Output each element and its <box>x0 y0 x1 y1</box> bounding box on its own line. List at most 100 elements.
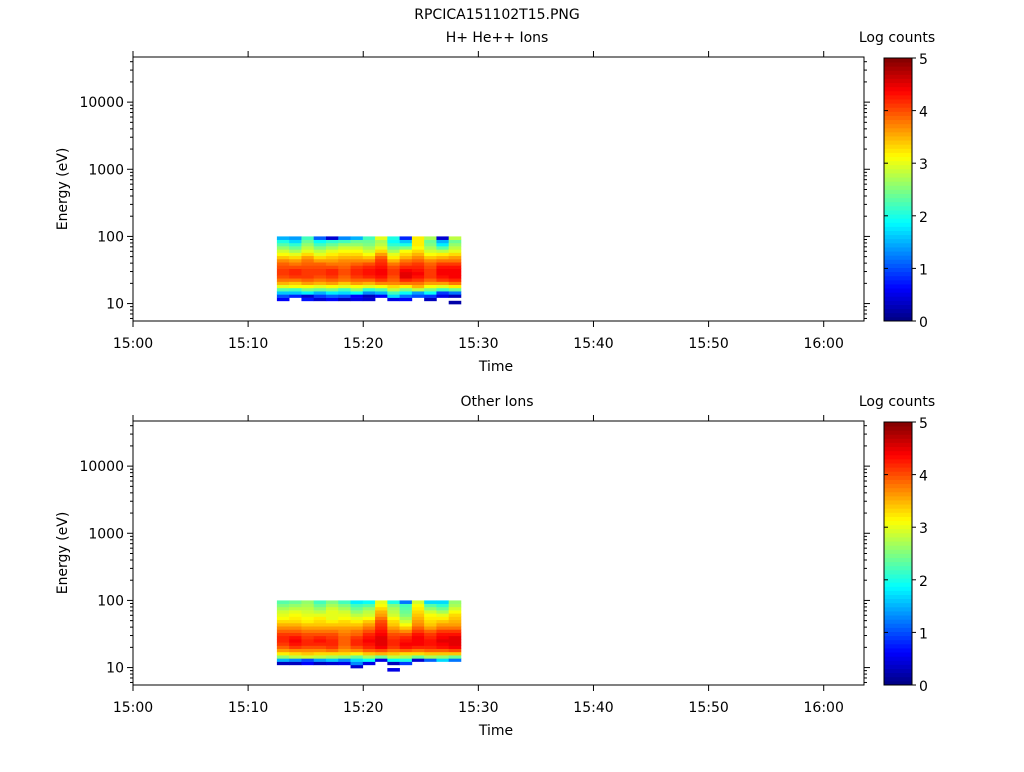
colorbar-segment <box>884 78 912 84</box>
colorbar-segment <box>884 639 912 645</box>
spectrogram-cell <box>387 265 400 269</box>
spectrogram-cell <box>289 246 302 250</box>
x-tick-label: 15:40 <box>573 700 613 716</box>
spectrogram-cell <box>276 242 290 247</box>
colorbar-segment <box>884 144 912 149</box>
spectrogram-cell <box>448 603 462 608</box>
spectrogram-cell <box>362 600 376 604</box>
spectrogram-cell <box>375 642 388 646</box>
spectrogram-cell <box>338 242 351 247</box>
spectrogram-cell <box>411 249 425 253</box>
spectrogram-cell <box>325 268 339 273</box>
spectrogram-cell <box>387 661 400 666</box>
spectrogram-cell <box>436 642 449 646</box>
spectrogram-cell <box>325 610 339 614</box>
spectrogram-cell <box>301 606 315 611</box>
spectrogram-cell <box>448 236 462 240</box>
spectrogram-cell <box>436 645 449 649</box>
spectrogram-cell <box>325 297 339 302</box>
spectrogram-cell <box>375 284 388 289</box>
spectrogram-cell <box>325 613 339 617</box>
spectrogram-cell <box>289 291 302 295</box>
spectrogram-cell <box>276 262 290 266</box>
spectrogram-cell <box>338 661 351 666</box>
spectrogram-cell <box>436 600 449 604</box>
spectrogram-cell <box>325 239 339 244</box>
colorbar-segment <box>884 664 912 669</box>
spectrogram-cell <box>448 638 462 643</box>
spectrogram-cell <box>313 252 327 257</box>
spectrogram-cell <box>411 613 425 617</box>
plot-frame <box>132 56 865 322</box>
spectrogram-cell <box>325 278 339 282</box>
spectrogram-cell <box>362 287 376 292</box>
spectrogram-cell <box>448 626 462 630</box>
spectrogram-cell <box>313 658 327 662</box>
spectrogram-cell <box>448 274 462 279</box>
colorbar-segment <box>884 156 912 162</box>
spectrogram-cell <box>362 648 376 653</box>
colorbar-segment <box>884 528 912 534</box>
spectrogram-cell <box>424 265 437 269</box>
spectrogram-cell <box>375 291 388 295</box>
spectrogram-cell <box>436 632 449 637</box>
colorbar-segment <box>884 300 912 305</box>
spectrogram-cell <box>448 613 462 617</box>
spectrogram-cell <box>289 648 302 653</box>
spectrogram-cell <box>387 252 400 257</box>
colorbar-segment <box>884 652 912 657</box>
spectrogram-cell <box>387 249 400 253</box>
spectrogram-cell <box>313 626 327 630</box>
spectrogram-cell <box>350 658 364 662</box>
spectrogram-cell <box>375 616 388 621</box>
spectrogram-cell <box>375 236 388 240</box>
spectrogram-cell <box>399 610 413 614</box>
spectrogram-cell <box>436 268 449 273</box>
spectrogram-cell <box>448 610 462 614</box>
spectrogram-cell <box>436 648 449 653</box>
spectrogram-cell <box>436 278 449 282</box>
spectrogram-cell <box>301 648 315 653</box>
spectrogram-cell <box>362 613 376 617</box>
spectrogram-cell <box>399 651 413 656</box>
spectrogram-cell <box>399 655 413 659</box>
colorbar-segment <box>884 422 912 427</box>
spectrogram-cell <box>313 239 327 244</box>
spectrogram-cell <box>424 635 437 640</box>
spectrogram-cell <box>289 242 302 247</box>
colorbar-segment <box>884 119 912 125</box>
spectrogram-cell <box>424 648 437 653</box>
colorbar-segment <box>884 553 912 559</box>
spectrogram-cell <box>338 255 351 260</box>
spectrogram-cell <box>387 616 400 621</box>
spectrogram-cell <box>350 274 364 279</box>
spectrogram-cell <box>448 632 462 637</box>
spectrogram-cell <box>399 642 413 646</box>
colorbar-segment <box>884 284 912 289</box>
y-tick-label: 10 <box>106 297 124 313</box>
spectrogram-cell <box>313 236 327 240</box>
spectrogram-cell <box>301 252 315 257</box>
x-tick-label: 15:40 <box>573 336 613 352</box>
spectrogram-cell <box>313 262 327 266</box>
colorbar-segment <box>884 619 912 624</box>
spectrogram-cell <box>301 616 315 621</box>
spectrogram-cell <box>411 271 425 276</box>
spectrogram-cell <box>362 278 376 282</box>
spectrogram-cell <box>325 291 339 295</box>
spectrogram-cell <box>362 642 376 646</box>
spectrogram-cell <box>436 635 449 640</box>
spectrogram-cell <box>301 638 315 643</box>
colorbar-segment <box>884 275 912 281</box>
colorbar-segment <box>884 123 912 129</box>
colorbar-segment <box>884 574 912 579</box>
spectrogram-cell <box>276 619 290 624</box>
spectrogram-cell <box>411 291 425 295</box>
colorbar-segment <box>884 438 912 443</box>
colorbar-segment <box>884 115 912 121</box>
spectrogram-cell <box>276 622 290 627</box>
spectrogram-cell <box>350 284 364 289</box>
spectrogram-cell <box>387 291 400 295</box>
colorbar-segment <box>884 177 912 182</box>
spectrogram-cell <box>338 635 351 640</box>
